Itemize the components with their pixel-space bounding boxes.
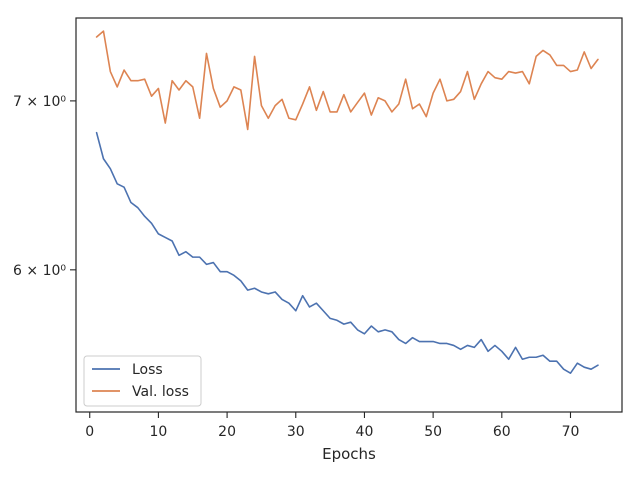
plot-frame <box>75 17 623 413</box>
legend: Loss Val. loss <box>83 355 202 407</box>
x-tick-label: 10 <box>150 424 168 440</box>
legend-label-0: Loss <box>132 362 163 378</box>
x-tick-label: 0 <box>85 424 94 440</box>
x-tick-label: 60 <box>493 424 511 440</box>
y-tick-label: 7 × 10⁰ <box>13 94 66 110</box>
series-line-0 <box>95 131 599 374</box>
x-tick-label: 50 <box>424 424 442 440</box>
x-axis-label: Epochs <box>322 445 376 463</box>
x-axis: 0 10 20 30 40 50 60 70 <box>85 412 579 440</box>
x-tick-label: 40 <box>356 424 374 440</box>
x-tick-label: 30 <box>287 424 305 440</box>
series-line-1 <box>95 30 599 131</box>
y-tick-label: 6 × 10⁰ <box>13 263 66 279</box>
legend-label-1: Val. loss <box>132 384 189 400</box>
x-tick-label: 70 <box>562 424 580 440</box>
plot-lines <box>95 30 599 374</box>
y-axis: 6 × 10⁰ 7 × 10⁰ <box>13 94 76 279</box>
x-tick-label: 20 <box>218 424 236 440</box>
